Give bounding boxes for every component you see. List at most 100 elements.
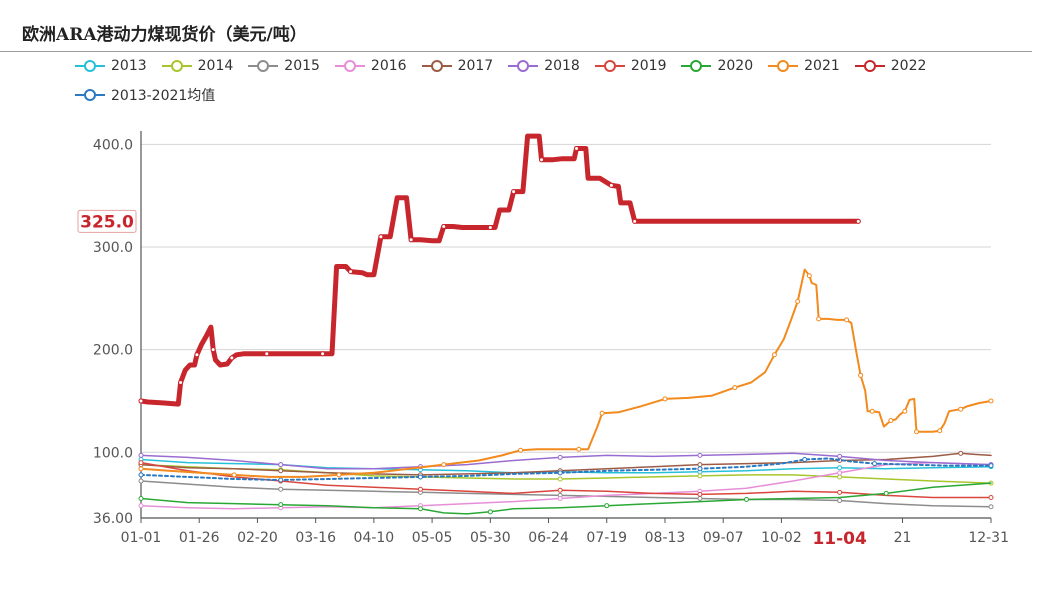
data-point: [732, 385, 738, 391]
legend-item-2017[interactable]: 2017: [421, 58, 494, 74]
legend-label: 2020: [717, 58, 754, 74]
x-tick-label: 10-02: [761, 530, 802, 546]
y-tick-label: 200.0: [93, 343, 133, 359]
legend-item-2019[interactable]: 2019: [594, 58, 667, 74]
y-pointer-label: 325.0: [80, 212, 134, 232]
legend-marker-icon: [75, 89, 105, 101]
data-point: [837, 470, 843, 476]
legend-item-2022[interactable]: 2022: [854, 58, 927, 74]
x-tick-label: 07-19: [586, 530, 627, 546]
series-line-2020[interactable]: [140, 482, 992, 515]
legend-label: 2019: [630, 58, 667, 74]
legend-item-2016[interactable]: 2016: [334, 58, 407, 74]
legend-label: 2017: [457, 58, 494, 74]
data-point: [771, 352, 777, 358]
data-point: [278, 468, 284, 474]
data-point: [210, 347, 216, 353]
data-point: [229, 355, 235, 361]
x-tick-label: 01-01: [121, 530, 162, 546]
series-line-2021[interactable]: [140, 268, 992, 478]
data-point: [937, 428, 943, 434]
legend-item-2018[interactable]: 2018: [507, 58, 580, 74]
data-point: [662, 396, 668, 402]
legend-marker-icon: [161, 60, 192, 72]
data-point: [599, 410, 605, 416]
legend-marker-icon: [681, 60, 712, 72]
legend: 2013 2014 2015 2016 2017 2018 2019 2020 2021 2022…: [74, 56, 974, 114]
data-point: [902, 408, 908, 414]
data-point: [138, 472, 144, 478]
data-point: [231, 472, 237, 478]
data-point: [697, 473, 703, 479]
data-point: [697, 452, 703, 458]
legend-item-2013-2021-[interactable]: 2013-2021均值: [74, 85, 215, 105]
data-point: [417, 486, 423, 492]
data-point: [697, 466, 703, 472]
data-point: [278, 462, 284, 468]
data-point: [557, 470, 563, 476]
data-point: [869, 408, 875, 414]
data-point: [518, 447, 524, 453]
legend-item-2014[interactable]: 2014: [161, 58, 234, 74]
legend-item-2015[interactable]: 2015: [247, 58, 320, 74]
x-pointer-label: 11-04: [812, 529, 867, 549]
data-point: [743, 497, 749, 503]
legend-label: 2022: [890, 58, 927, 74]
data-point: [138, 495, 144, 501]
data-point: [320, 351, 326, 357]
data-point: [138, 452, 144, 458]
data-point: [487, 509, 493, 515]
data-point: [336, 472, 342, 478]
data-point: [872, 461, 878, 467]
data-point: [816, 316, 822, 322]
data-point: [837, 498, 843, 504]
legend-item-2013[interactable]: 2013: [74, 58, 147, 74]
legend-marker-icon: [248, 60, 279, 72]
x-tick-label: 06-24: [528, 530, 569, 546]
data-point: [844, 317, 850, 323]
y-tick-label: 400.0: [93, 137, 133, 153]
legend-marker-icon: [334, 60, 365, 72]
series-line-2013-2021-[interactable]: [140, 457, 992, 481]
series-line-2022[interactable]: [138, 133, 861, 407]
x-tick-label: 02-20: [237, 530, 278, 546]
data-point: [576, 446, 582, 452]
data-point: [988, 504, 994, 510]
x-tick-label: 05-30: [470, 530, 511, 546]
legend-row-1: 2013 2014 2015 2016 2017 2018 2019 2020 2021 2022: [74, 56, 974, 76]
series-line-2018[interactable]: [140, 452, 992, 470]
data-point: [138, 460, 144, 466]
data-point: [888, 417, 894, 423]
legend-label: 2014: [197, 58, 234, 74]
title-divider: [0, 51, 1032, 52]
legend-item-2021[interactable]: 2021: [767, 58, 840, 74]
legend-label: 2021: [804, 58, 840, 74]
legend-item-2020[interactable]: 2020: [680, 58, 753, 74]
data-point: [837, 489, 843, 495]
data-point: [988, 463, 994, 469]
data-point: [278, 477, 284, 483]
data-point: [802, 456, 808, 462]
y-pointer-badge: 325.0: [77, 209, 137, 233]
data-point: [837, 465, 843, 471]
legend-label: 2013: [111, 58, 147, 74]
data-point: [573, 145, 579, 151]
data-point: [539, 157, 545, 163]
series-line-2017[interactable]: [140, 452, 992, 476]
x-tick-label: 09-07: [703, 530, 744, 546]
data-point: [487, 224, 493, 230]
data-point: [988, 398, 994, 404]
data-point: [138, 398, 144, 404]
data-point: [557, 495, 563, 501]
data-point: [632, 218, 638, 224]
data-point: [604, 503, 610, 509]
data-point: [837, 474, 843, 480]
data-point: [178, 379, 184, 385]
legend-marker-icon: [75, 60, 105, 72]
y-tick-label: 36.00: [93, 511, 133, 527]
data-point: [138, 466, 144, 472]
data-point: [511, 189, 517, 195]
data-point: [557, 454, 563, 460]
data-point: [417, 506, 423, 512]
